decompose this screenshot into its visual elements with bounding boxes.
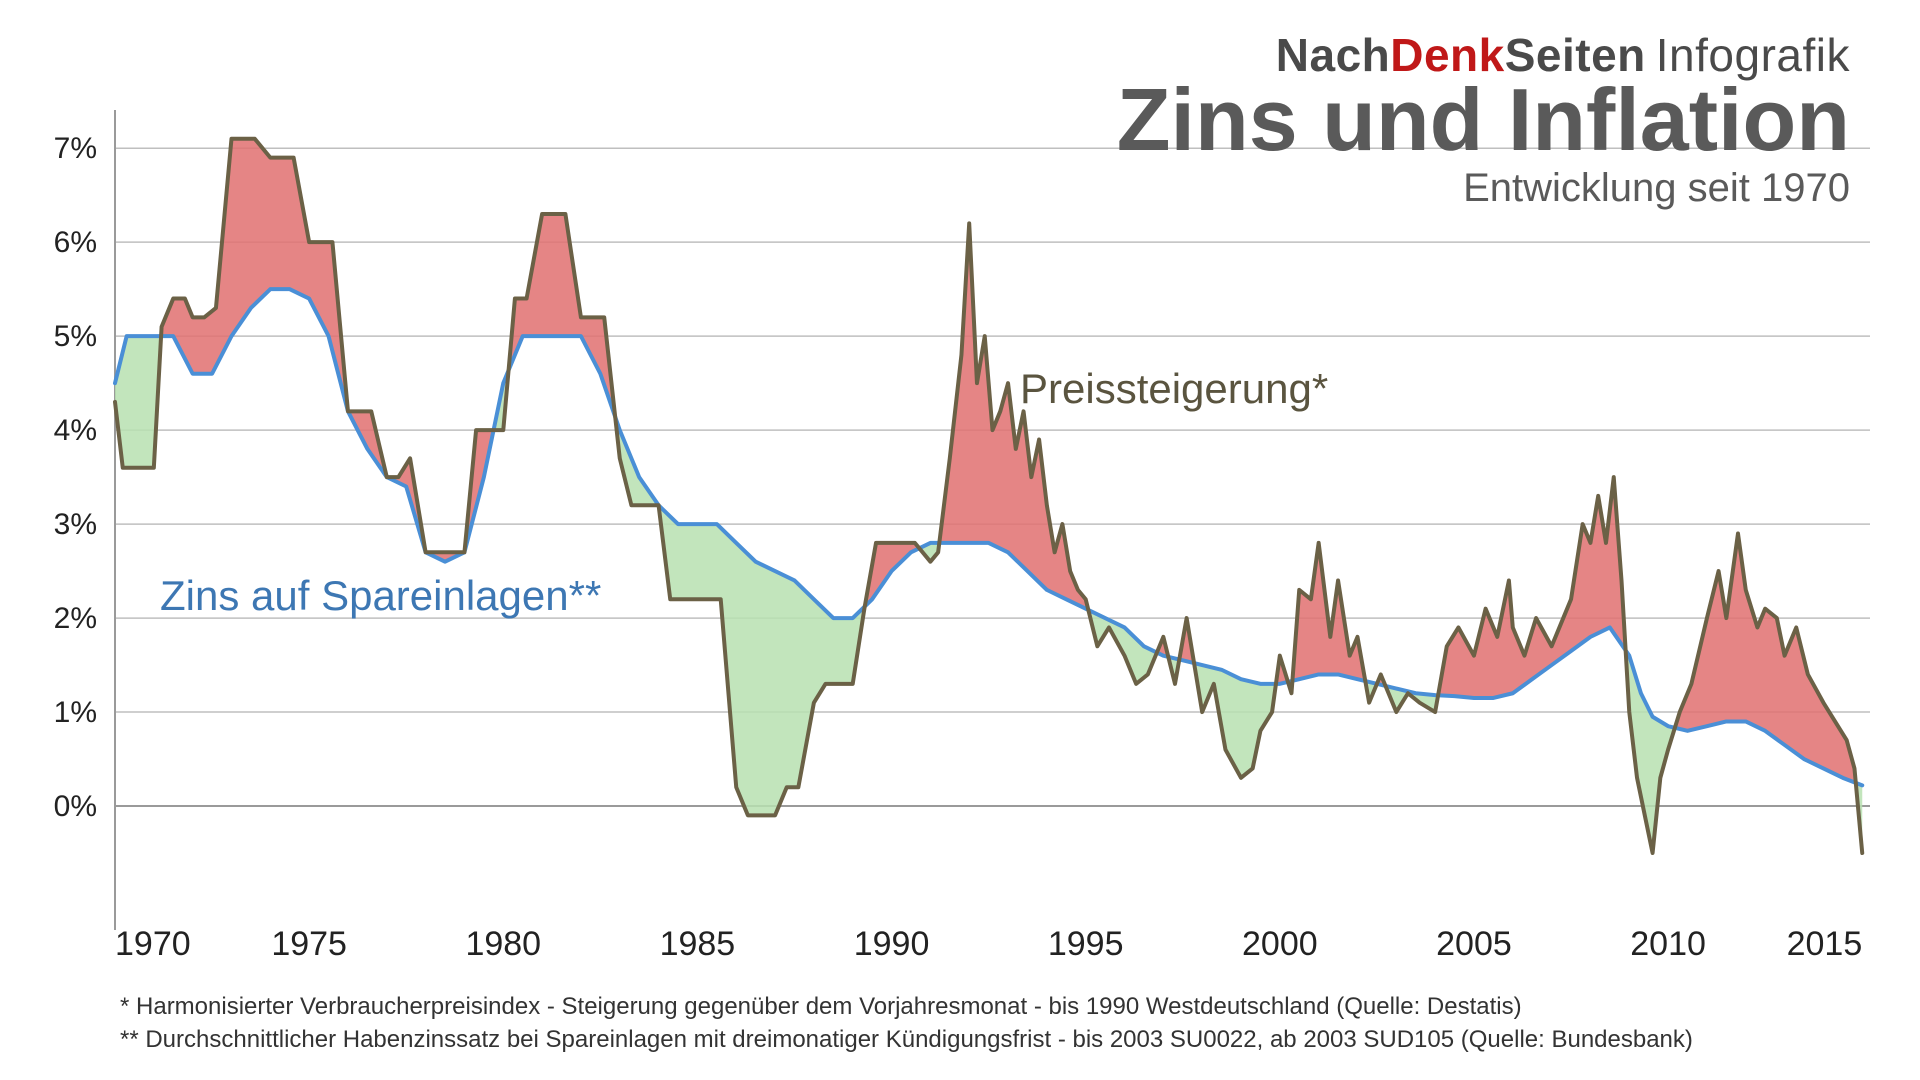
chart-subtitle: Entwicklung seit 1970 bbox=[1117, 166, 1850, 211]
svg-text:1985: 1985 bbox=[660, 925, 736, 963]
svg-text:2010: 2010 bbox=[1630, 925, 1706, 963]
svg-text:2000: 2000 bbox=[1242, 925, 1318, 963]
svg-text:1990: 1990 bbox=[854, 925, 930, 963]
svg-text:4%: 4% bbox=[54, 414, 97, 447]
svg-text:1%: 1% bbox=[54, 696, 97, 729]
svg-text:0%: 0% bbox=[54, 790, 97, 823]
svg-text:6%: 6% bbox=[54, 226, 97, 259]
svg-text:3%: 3% bbox=[54, 508, 97, 541]
svg-text:1970: 1970 bbox=[115, 925, 191, 963]
svg-text:7%: 7% bbox=[54, 132, 97, 165]
svg-text:1980: 1980 bbox=[465, 925, 541, 963]
label-interest: Zins auf Spareinlagen** bbox=[160, 572, 601, 620]
label-inflation: Preissteigerung* bbox=[1020, 365, 1328, 413]
chart-title: Zins und Inflation bbox=[1117, 78, 1850, 162]
svg-text:2015: 2015 bbox=[1787, 925, 1863, 963]
footnotes: * Harmonisierter Verbraucherpreisindex -… bbox=[120, 991, 1693, 1056]
footnote-a: * Harmonisierter Verbraucherpreisindex -… bbox=[120, 991, 1693, 1023]
header-block: NachDenkSeitenInfografik Zins und Inflat… bbox=[1117, 28, 1850, 211]
footnote-b: ** Durchschnittlicher Habenzinssatz bei … bbox=[120, 1024, 1693, 1056]
svg-text:2005: 2005 bbox=[1436, 925, 1512, 963]
svg-text:1995: 1995 bbox=[1048, 925, 1124, 963]
svg-text:2%: 2% bbox=[54, 602, 97, 635]
svg-text:5%: 5% bbox=[54, 320, 97, 353]
svg-text:1975: 1975 bbox=[271, 925, 347, 963]
